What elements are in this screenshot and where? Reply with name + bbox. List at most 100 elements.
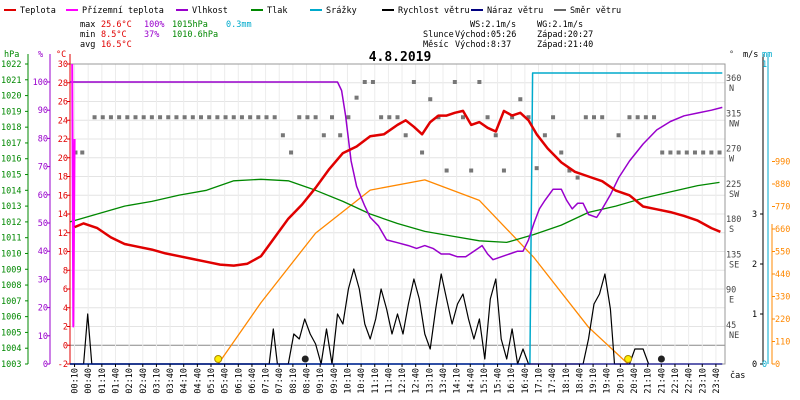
wind-direction-point xyxy=(223,115,228,120)
pct-tick-label: 10 xyxy=(38,332,48,342)
time-tick-label: 14:40 xyxy=(466,368,476,394)
dir-tick-name: SW xyxy=(729,190,740,200)
time-tick-label: 22:10 xyxy=(671,368,681,394)
wind-direction-point xyxy=(411,80,416,84)
wind-direction-point xyxy=(461,115,465,120)
time-tick-label: 20:40 xyxy=(630,368,640,394)
dir-tick-name: NW xyxy=(729,119,740,129)
pressure-line xyxy=(69,178,720,244)
dir-tick-label: 360 xyxy=(726,74,741,84)
wind-direction-point xyxy=(248,115,253,120)
time-tick-label: 23:40 xyxy=(712,368,722,394)
time-axis-label: čas xyxy=(730,370,745,381)
temp-tick-label: 20 xyxy=(58,154,68,164)
time-tick-label: 17:40 xyxy=(548,368,558,394)
time-tick-label: 01:40 xyxy=(112,368,122,394)
legend-label: Vlhkost xyxy=(192,6,228,16)
wind-direction-point xyxy=(526,115,531,120)
wind-direction-point xyxy=(190,115,195,120)
wind-direction-point xyxy=(635,115,640,120)
temp-tick-label: 26 xyxy=(58,98,68,108)
sunrise-marker xyxy=(214,355,223,363)
time-tick-label: 05:40 xyxy=(221,368,231,394)
sun-tick-label: 440 xyxy=(775,270,790,280)
stats-value: Měsíc xyxy=(423,40,449,50)
pct-tick-label: 20 xyxy=(38,304,48,314)
hpa-tick-label: 1006 xyxy=(1,313,21,323)
stats-value: Východ:05:26 xyxy=(455,30,516,40)
hpa-tick-label: 1003 xyxy=(1,360,21,370)
wind-direction-point xyxy=(166,115,171,120)
wind-direction-point xyxy=(182,115,187,120)
time-tick-label: 19:10 xyxy=(589,368,599,394)
pct-tick-label: 90 xyxy=(38,106,48,116)
legend-label: Náraz větru xyxy=(487,6,543,16)
wind-direction-point xyxy=(518,97,523,102)
sun-tick-label: 660 xyxy=(775,225,790,235)
stats-value: 16.5°C xyxy=(101,40,132,50)
wind-direction-point xyxy=(676,150,681,155)
stats-value: 37% xyxy=(144,30,159,40)
time-tick-label: 17:10 xyxy=(535,368,545,394)
wind-direction-point xyxy=(370,80,375,84)
stats-value: Západ:20:27 xyxy=(537,30,593,40)
wind-direction-point xyxy=(215,115,220,120)
time-tick-label: 03:40 xyxy=(166,368,176,394)
hpa-tick-label: 1022 xyxy=(1,60,21,70)
temp-tick-label: 30 xyxy=(58,60,68,70)
hpa-tick-label: 1015 xyxy=(1,171,21,181)
pct-tick-label: 60 xyxy=(38,191,48,201)
time-tick-label: 01:10 xyxy=(98,368,108,394)
sun-tick-label: 110 xyxy=(775,338,790,348)
wind-direction-point xyxy=(684,150,689,155)
time-tick-label: 21:10 xyxy=(644,368,654,394)
sun-tick-label: 880 xyxy=(775,180,790,190)
wind-direction-point xyxy=(289,150,294,155)
wind-direction-point xyxy=(133,115,138,120)
stats-value: WS:2.1m/s xyxy=(470,20,516,30)
temp-tick-label: 18 xyxy=(58,173,68,183)
stats-value: 0.3mm xyxy=(226,20,252,30)
temp-tick-label: 16 xyxy=(58,191,68,201)
sun-tick-label: 0 xyxy=(775,360,780,370)
legend: Teplota Přízemní teplota Vlhkost Tlak Srážky… xyxy=(4,6,621,16)
time-tick-label: 19:40 xyxy=(603,368,613,394)
wind-direction-point xyxy=(395,115,400,120)
pct-tick-label: 70 xyxy=(38,163,48,173)
wind-direction-point xyxy=(485,115,490,120)
stats-value: Slunce xyxy=(423,30,454,40)
time-tick-label: 09:10 xyxy=(316,368,326,394)
wind-direction-point xyxy=(280,133,285,138)
wind-direction-point xyxy=(158,115,163,120)
time-axis: 00:10 00:40 01:10 01:40 02:10 02:40 03:10 03:40… xyxy=(71,364,745,394)
wind-direction-point xyxy=(141,115,146,120)
legend-label: Srážky xyxy=(326,6,357,16)
temperature-line xyxy=(74,109,721,267)
dir-tick-name: NE xyxy=(729,331,739,341)
stats-panel: max 25.6°C 100% 1015hPa 0.3mm WS:2.1m/s WG:2.1… xyxy=(80,20,593,50)
legend-label: Směr větru xyxy=(570,6,621,16)
wind-direction-point xyxy=(313,115,318,120)
temp-tick-label: 22 xyxy=(58,135,68,145)
wind-direction-point xyxy=(264,115,269,120)
series xyxy=(69,63,723,365)
temp-tick-label: 24 xyxy=(58,116,68,126)
wind-direction-point xyxy=(452,80,457,84)
temp-tick-label: 14 xyxy=(58,210,68,220)
hpa-tick-label: 1020 xyxy=(1,92,21,102)
wind-direction-point xyxy=(174,115,179,120)
hpa-tick-label: 1010 xyxy=(1,249,21,259)
wind-direction-point xyxy=(338,133,343,138)
wind-direction-point xyxy=(436,115,441,120)
wind-direction-point xyxy=(559,150,564,155)
wind-direction-point xyxy=(643,115,648,120)
wind-tick-label: 2 xyxy=(752,260,757,270)
wind-direction-point xyxy=(239,115,244,120)
humidity-line xyxy=(70,81,723,261)
temp-tick-label: 12 xyxy=(58,229,68,239)
wind-tick-label: 3 xyxy=(752,210,757,220)
hpa-tick-label: 1007 xyxy=(1,297,21,307)
dir-tick-label: 315 xyxy=(726,109,741,119)
wind-direction-point xyxy=(362,80,367,84)
